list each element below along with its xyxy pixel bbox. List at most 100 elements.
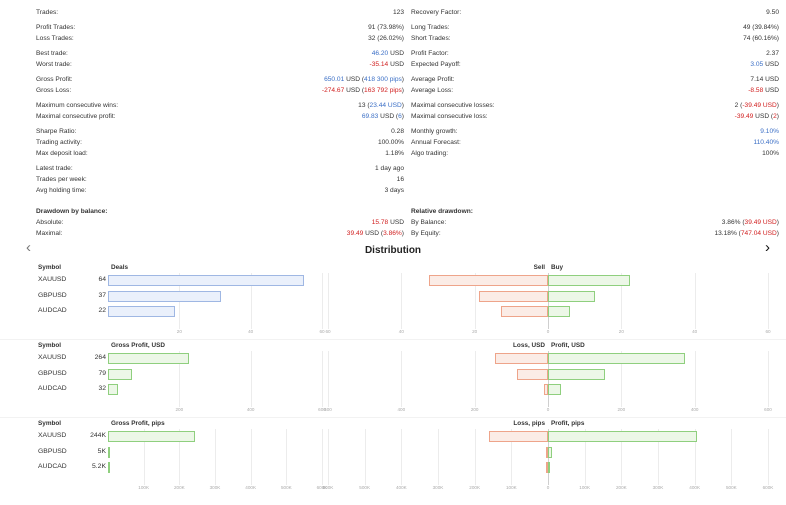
stat-value: 91 (73.98%) — [368, 24, 404, 31]
negative-bar — [428, 275, 548, 286]
next-chevron-icon[interactable]: › — [765, 239, 770, 256]
stat-row: Algo trading: 100% — [411, 149, 779, 158]
axis-tick-label: 500K — [725, 485, 737, 490]
stat-row: Average Profit: 7.14 USD — [411, 75, 779, 84]
stat-value: 1 day ago — [375, 165, 404, 172]
symbol-label: AUDCAD — [38, 463, 67, 470]
stat-label: Max deposit load: — [36, 150, 88, 157]
stat-row: Sharpe Ratio: 0.28 — [36, 127, 404, 136]
gridline — [768, 351, 769, 407]
stat-value: -274.67 USD (163 792 pips) — [321, 87, 404, 94]
stat-label: By Equity: — [411, 230, 441, 237]
stat-value: 9.50 — [766, 9, 779, 16]
stat-label: Best trade: — [36, 50, 68, 57]
axis-tick-label: 20 — [618, 329, 624, 334]
axis-tick-label: 600K — [762, 485, 774, 490]
value-label: 32 — [98, 385, 106, 392]
stat-label: Maximal consecutive loss: — [411, 113, 488, 120]
symbol-header: Symbol — [38, 342, 62, 349]
stat-label: Maximal consecutive profit: — [36, 113, 116, 120]
left-chart-header: Gross Profit, USD — [111, 342, 165, 349]
stat-value: 49 (39.84%) — [743, 24, 779, 31]
left-bar — [108, 368, 133, 380]
gridline — [322, 273, 323, 329]
stat-label: Maximal: — [36, 230, 63, 237]
stat-row: By Equity: 13.18% (747.04 USD) — [411, 229, 779, 238]
gridline — [621, 429, 623, 485]
stat-label: Monthly growth: — [411, 128, 458, 135]
gridline — [286, 429, 288, 485]
axis-tick-label: 400K — [245, 485, 257, 490]
left-bar — [108, 446, 110, 458]
stat-label: Worst trade: — [36, 61, 72, 68]
axis-tick-label: 400 — [397, 407, 406, 412]
axis-tick-label: 60 — [765, 329, 771, 334]
stat-row: Maximal consecutive loss: -39.49 USD (2) — [411, 112, 779, 121]
stat-value: 13.18% (747.04 USD) — [714, 230, 779, 237]
stat-row: Profit Factor: 2.37 — [411, 49, 779, 58]
gridline — [621, 351, 623, 407]
stat-label: Expected Payoff: — [411, 61, 461, 68]
axis-tick-label: 400 — [690, 407, 699, 412]
stat-row: Long Trades: 49 (39.84%) — [411, 23, 779, 32]
stat-value: 46.20 USD — [371, 50, 404, 57]
left-bar — [108, 290, 222, 302]
negative-bar — [543, 384, 548, 395]
positive-bar — [548, 368, 605, 380]
stat-value: 110.40% — [753, 139, 779, 146]
stat-row: Maximal consecutive losses: 2 (-39.49 USD… — [411, 101, 779, 110]
gridline — [215, 429, 216, 485]
stat-value: 0.28 — [391, 128, 404, 135]
gridline — [511, 429, 513, 485]
stat-label: Maximal consecutive losses: — [411, 102, 495, 109]
axis-tick-label: 600K — [322, 485, 334, 490]
stat-value: -35.14 USD — [369, 61, 404, 68]
positive-bar — [548, 290, 596, 302]
stat-row: Gross Profit: 650.01 USD (418 300 pips) — [36, 75, 404, 84]
gridline — [474, 429, 476, 485]
gridline — [584, 429, 586, 485]
stat-row: Latest trade: 1 day ago — [36, 164, 404, 173]
axis-tick-label: 0 — [546, 407, 550, 412]
axis-tick-label: 20 — [472, 329, 478, 334]
stat-label: Profit Trades: — [36, 24, 76, 31]
stat-value: -39.49 USD (2) — [734, 113, 779, 120]
gridline — [364, 429, 366, 485]
right-chart-header-right: Profit, pips — [551, 420, 585, 427]
axis-tick-label: 40 — [248, 329, 254, 334]
stat-label: Long Trades: — [411, 24, 450, 31]
stat-row: Trades: 123 — [36, 8, 404, 17]
gridline — [328, 351, 329, 407]
value-label: 264 — [94, 354, 106, 361]
axis-tick-label: 100K — [505, 485, 517, 490]
stat-label: Drawdown by balance: — [36, 208, 108, 215]
symbol-label: GBPUSD — [38, 291, 67, 299]
left-bar — [108, 462, 110, 473]
distribution-title: Distribution — [364, 245, 422, 256]
value-label: 64 — [98, 276, 106, 283]
value-label: 22 — [98, 307, 106, 314]
gridline — [328, 273, 329, 329]
stat-row: Expected Payoff: 3.05 USD — [411, 60, 779, 69]
left-bar — [108, 275, 304, 286]
previous-chevron-icon[interactable]: ‹ — [26, 239, 31, 256]
positive-bar — [548, 275, 630, 286]
left-bar — [108, 431, 196, 442]
stat-row: Maximal: 39.49 USD (3.86%) — [36, 229, 404, 238]
positive-bar — [548, 384, 561, 395]
axis-tick-label: 100K — [579, 485, 591, 490]
stat-label: Absolute: — [36, 219, 64, 226]
stat-row: Relative drawdown: — [411, 207, 779, 216]
stat-row: Drawdown by balance: — [36, 207, 404, 216]
stat-value: 2.37 — [766, 50, 779, 57]
right-chart-header-right: Profit, USD — [551, 342, 585, 349]
gridline — [322, 429, 323, 485]
positive-bar — [548, 446, 553, 458]
stat-label: Average Loss: — [411, 87, 454, 94]
left-bar — [108, 384, 118, 395]
negative-bar — [500, 306, 548, 317]
gridline — [401, 351, 403, 407]
value-label: 5.2K — [92, 463, 106, 470]
gridline — [694, 273, 696, 329]
right-chart-header-left: Sell — [533, 264, 545, 271]
